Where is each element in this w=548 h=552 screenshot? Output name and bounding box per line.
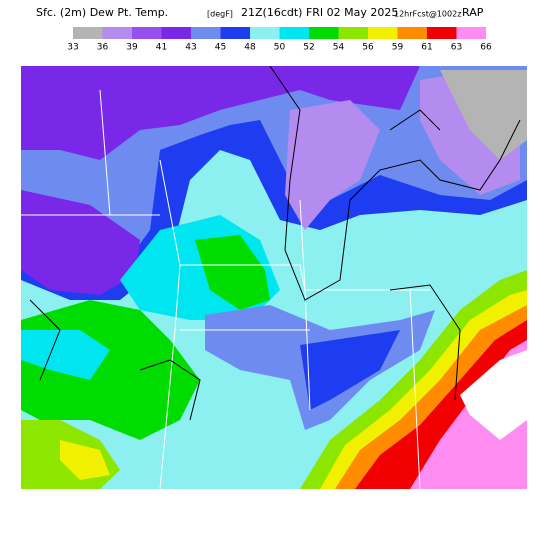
legend-swatch xyxy=(427,27,457,39)
blue-zone xyxy=(300,330,400,410)
units: [degF] xyxy=(207,10,233,19)
lake-zone xyxy=(285,100,380,230)
legend-label: 36 xyxy=(97,43,109,53)
purple-zone xyxy=(21,190,140,295)
white-zone xyxy=(460,350,527,440)
legend-swatch xyxy=(456,27,486,39)
legend-label: 33 xyxy=(67,43,78,53)
legend-label: 59 xyxy=(392,43,404,53)
title: Sfc. (2m) Dew Pt. Temp. xyxy=(36,6,168,19)
borders xyxy=(29,66,521,421)
legend-swatch xyxy=(309,27,339,39)
state-lines xyxy=(21,89,430,489)
legend-label: 41 xyxy=(156,43,167,53)
legend-label: 63 xyxy=(451,43,462,53)
legend-label: 66 xyxy=(480,43,492,53)
legend-label: 39 xyxy=(126,43,138,53)
legend-swatch xyxy=(161,27,191,39)
legend-label: 54 xyxy=(333,43,345,53)
legend-swatch xyxy=(250,27,280,39)
legend: 33 36 39 41 43 45 48 50 52 54 56 59 61 63 66 xyxy=(67,27,492,53)
model: RAP xyxy=(462,6,484,19)
legend-swatch xyxy=(338,27,368,39)
legend-swatch xyxy=(191,27,221,39)
legend-swatch xyxy=(368,27,398,39)
forecast: 12hrFcst@1002z xyxy=(394,10,461,19)
legend-swatch xyxy=(220,27,250,39)
legend-swatch xyxy=(73,27,103,39)
legend-label: 61 xyxy=(421,43,432,53)
legend-label: 48 xyxy=(244,43,256,53)
legend-label: 52 xyxy=(303,43,314,53)
legend-swatch xyxy=(279,27,309,39)
gray-zone xyxy=(440,70,527,160)
legend-label: 50 xyxy=(274,43,286,53)
valid-time: 21Z(16cdt) FRI 02 May 2025 xyxy=(241,6,398,19)
legend-swatch xyxy=(132,27,162,39)
purple-zone xyxy=(21,66,420,160)
legend-swatch xyxy=(397,27,427,39)
legend-swatch xyxy=(102,27,132,39)
yellow-zone xyxy=(60,440,110,480)
map xyxy=(21,66,527,489)
green-zone xyxy=(195,235,270,310)
legend-label: 56 xyxy=(362,43,374,53)
cyan-zone xyxy=(21,330,110,380)
legend-label: 43 xyxy=(185,43,196,53)
legend-label: 45 xyxy=(215,43,226,53)
